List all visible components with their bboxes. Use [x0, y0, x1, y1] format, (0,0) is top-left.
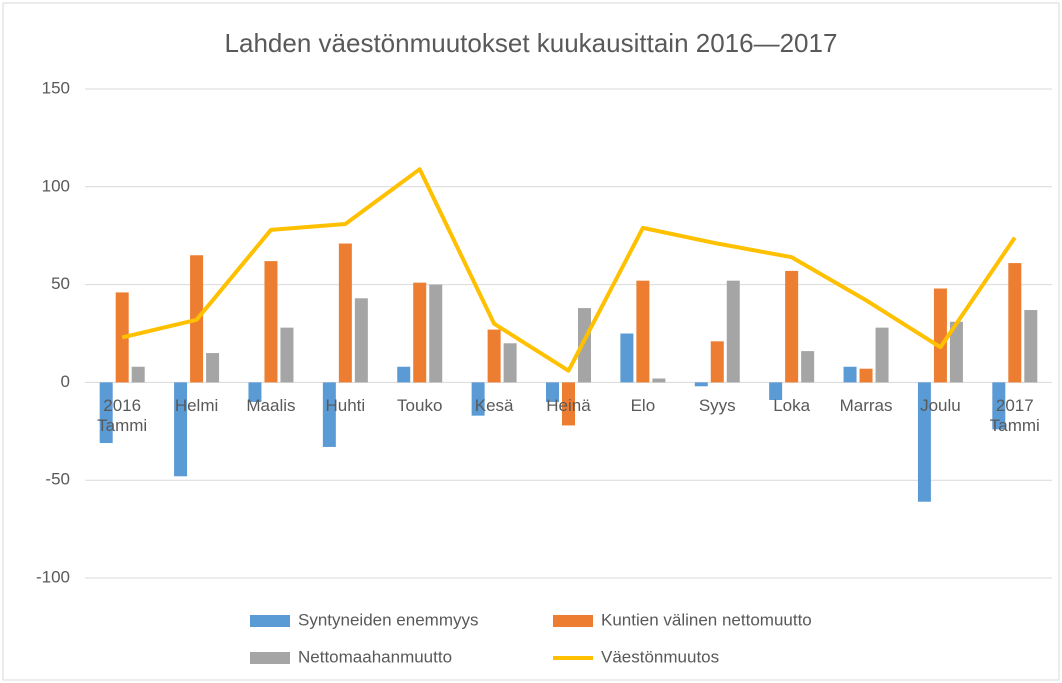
legend-swatch	[553, 615, 593, 627]
x-tick-label: Loka	[773, 396, 811, 416]
bar	[933, 288, 947, 383]
x-tick-label: 2016 Tammi	[97, 396, 148, 436]
bar	[949, 321, 963, 383]
y-tick-label: -100	[36, 567, 70, 586]
bar	[694, 382, 708, 387]
bar	[280, 327, 294, 383]
y-tick-label: -50	[45, 470, 70, 489]
x-tick-label: Maalis	[246, 396, 296, 416]
bar	[859, 368, 873, 383]
bar	[471, 382, 485, 416]
bar	[726, 280, 740, 383]
bar	[769, 382, 783, 401]
bar	[546, 382, 559, 402]
bar	[413, 282, 427, 383]
bar	[562, 382, 575, 426]
bar	[503, 343, 517, 383]
y-tick-label: 0	[61, 372, 70, 391]
bar	[338, 243, 352, 383]
bar	[264, 261, 278, 383]
x-tick-label: Syys	[698, 396, 736, 416]
bar	[636, 280, 650, 383]
x-tick-label: Kesä	[474, 396, 514, 416]
bar	[578, 308, 591, 383]
bar	[99, 382, 113, 444]
y-tick-label: 50	[51, 274, 70, 293]
bar	[206, 353, 220, 383]
y-tick-label: 100	[42, 176, 70, 195]
bar	[843, 366, 857, 383]
bar	[131, 366, 145, 383]
bar	[115, 292, 129, 383]
x-tick-label: Heinä	[546, 396, 591, 416]
x-tick-label: Elo	[630, 396, 656, 416]
x-tick-label: Joulu	[920, 396, 961, 416]
bar	[992, 382, 1006, 430]
bar	[322, 382, 336, 447]
bar	[248, 382, 262, 402]
legend-swatch	[250, 615, 290, 627]
bar	[174, 382, 188, 477]
x-tick-label: Helmi	[174, 396, 219, 416]
x-tick-label: Touko	[397, 396, 443, 416]
chart-title: Lahden väestönmuutokset kuukausittain 20…	[225, 28, 838, 58]
bar	[801, 351, 815, 383]
x-tick-label: 2017 Tammi	[989, 396, 1040, 436]
x-tick-label: Marras	[839, 396, 893, 416]
legend-label: Syntyneiden enemmyys	[298, 610, 478, 629]
bar	[429, 284, 443, 383]
legend-label: Nettomaahanmuutto	[298, 647, 452, 666]
bar	[652, 378, 666, 383]
bar	[397, 366, 411, 383]
legend-swatch	[250, 652, 290, 664]
line	[121, 167, 1017, 373]
legend-label: Väestönmuutos	[601, 647, 719, 666]
bar	[710, 341, 724, 383]
bar	[875, 327, 889, 383]
bar	[1008, 263, 1022, 383]
bar	[487, 329, 501, 383]
bar	[1024, 310, 1038, 383]
bar	[354, 298, 368, 383]
bar	[620, 333, 634, 383]
x-tick-label: Huhti	[325, 396, 366, 416]
y-tick-label: 150	[42, 78, 70, 97]
legend-label: Kuntien välinen nettomuutto	[601, 610, 812, 629]
bar	[785, 270, 799, 383]
bar	[917, 382, 931, 502]
